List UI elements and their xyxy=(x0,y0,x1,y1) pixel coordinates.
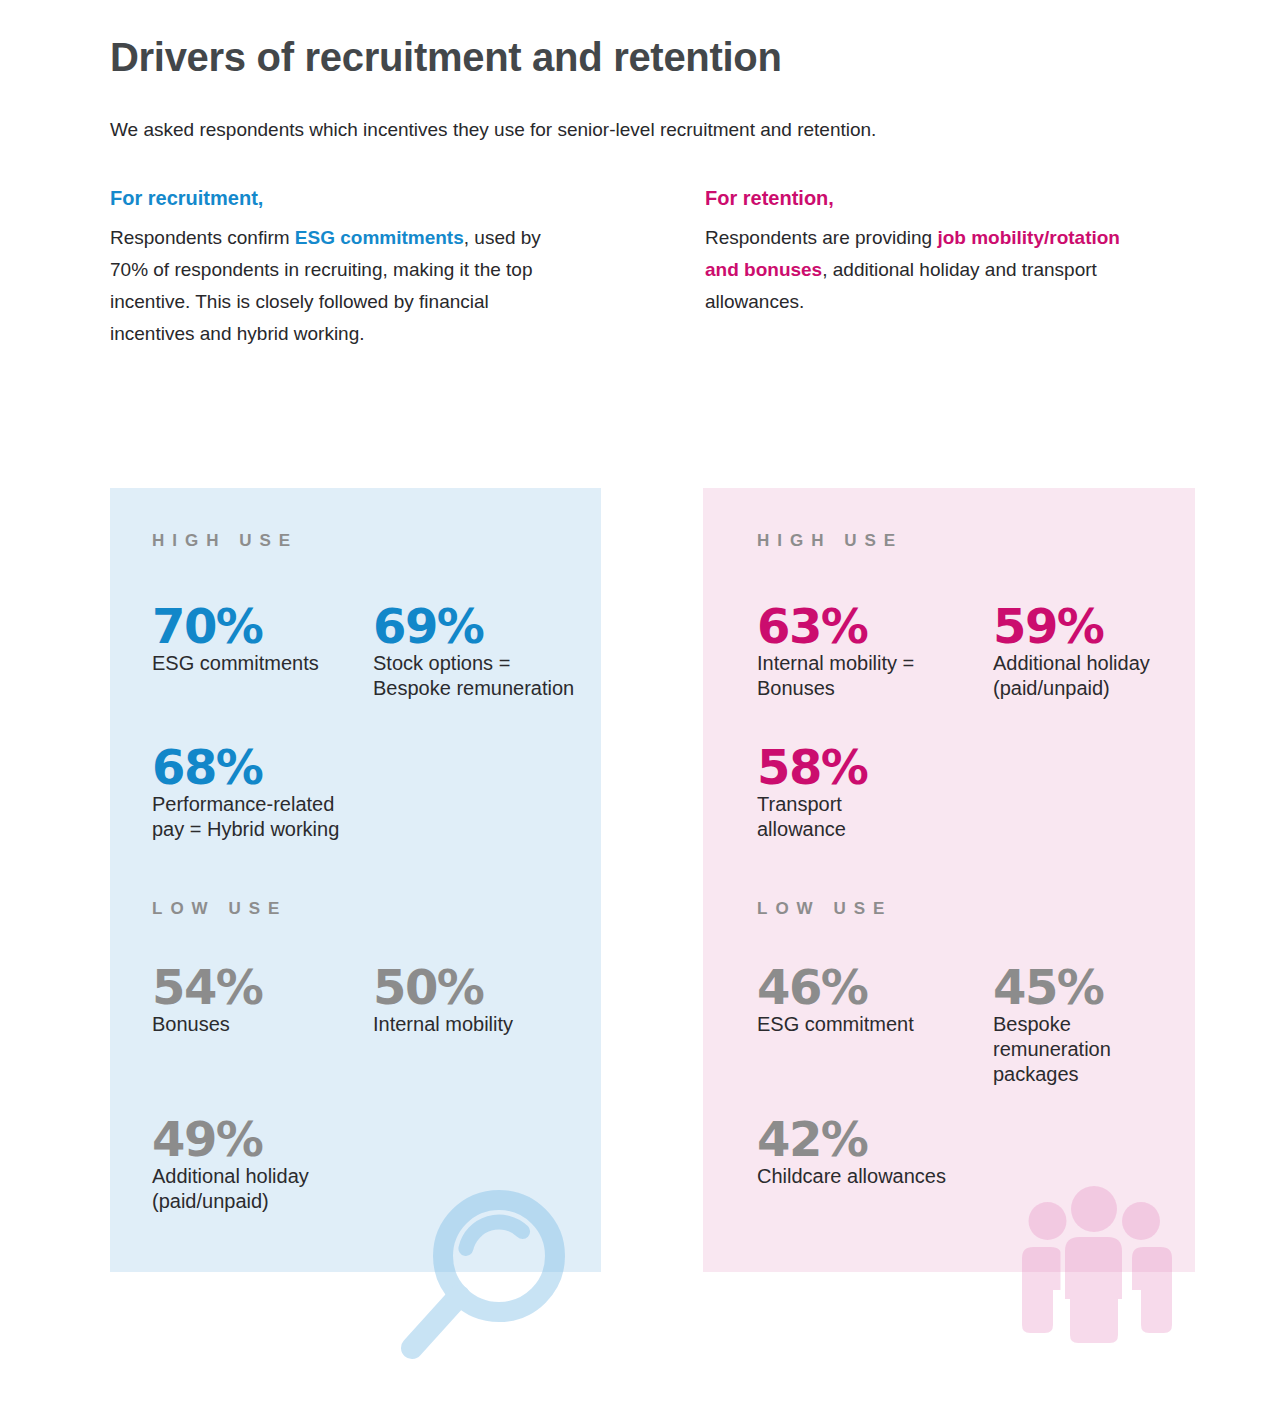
stat-stock-options: 69% Stock options = Bespoke remuneration xyxy=(373,602,603,701)
recruitment-high-use-label: HIGH USE xyxy=(152,531,298,551)
stat-esg-commitments: 70% ESG commitments xyxy=(152,602,367,676)
stat-esg-commitment-low: 46% ESG commitment xyxy=(757,963,987,1037)
retention-high-use-label: HIGH USE xyxy=(757,531,903,551)
retention-heading: For retention, xyxy=(705,187,834,210)
people-group-icon xyxy=(1016,1182,1176,1347)
intro-text: We asked respondents which incentives th… xyxy=(110,119,876,141)
stat-childcare-allowances: 42% Childcare allowances xyxy=(757,1115,987,1189)
stat-performance-pay: 68% Performance-related pay = Hybrid wor… xyxy=(152,743,382,842)
stat-additional-holiday-high: 59% Additional holiday (paid/unpaid) xyxy=(993,602,1193,701)
stat-bonuses: 54% Bonuses xyxy=(152,963,367,1037)
stat-bespoke-remuneration: 45% Bespoke remuneration packages xyxy=(993,963,1193,1087)
recruitment-heading: For recruitment, xyxy=(110,187,263,210)
page-title: Drivers of recruitment and retention xyxy=(110,35,782,80)
magnifying-glass-icon xyxy=(398,1180,578,1360)
recruitment-paragraph-lead: Respondents confirm xyxy=(110,227,295,248)
recruitment-low-use-label: LOW USE xyxy=(152,899,287,919)
stat-internal-mobility-bonuses: 63% Internal mobility = Bonuses xyxy=(757,602,987,701)
recruitment-paragraph: Respondents confirm ESG commitments, use… xyxy=(110,222,550,350)
stat-additional-holiday: 49% Additional holiday (paid/unpaid) xyxy=(152,1115,367,1214)
stat-internal-mobility: 50% Internal mobility xyxy=(373,963,603,1037)
stat-transport-allowance: 58% Transport allowance xyxy=(757,743,987,842)
retention-panel: HIGH USE 63% Internal mobility = Bonuses… xyxy=(703,488,1195,1272)
retention-paragraph: Respondents are providing job mobility/r… xyxy=(705,222,1150,318)
retention-paragraph-lead: Respondents are providing xyxy=(705,227,937,248)
recruitment-paragraph-highlight: ESG commitments xyxy=(295,227,464,248)
retention-low-use-label: LOW USE xyxy=(757,899,892,919)
recruitment-panel: HIGH USE 70% ESG commitments 69% Stock o… xyxy=(110,488,601,1272)
